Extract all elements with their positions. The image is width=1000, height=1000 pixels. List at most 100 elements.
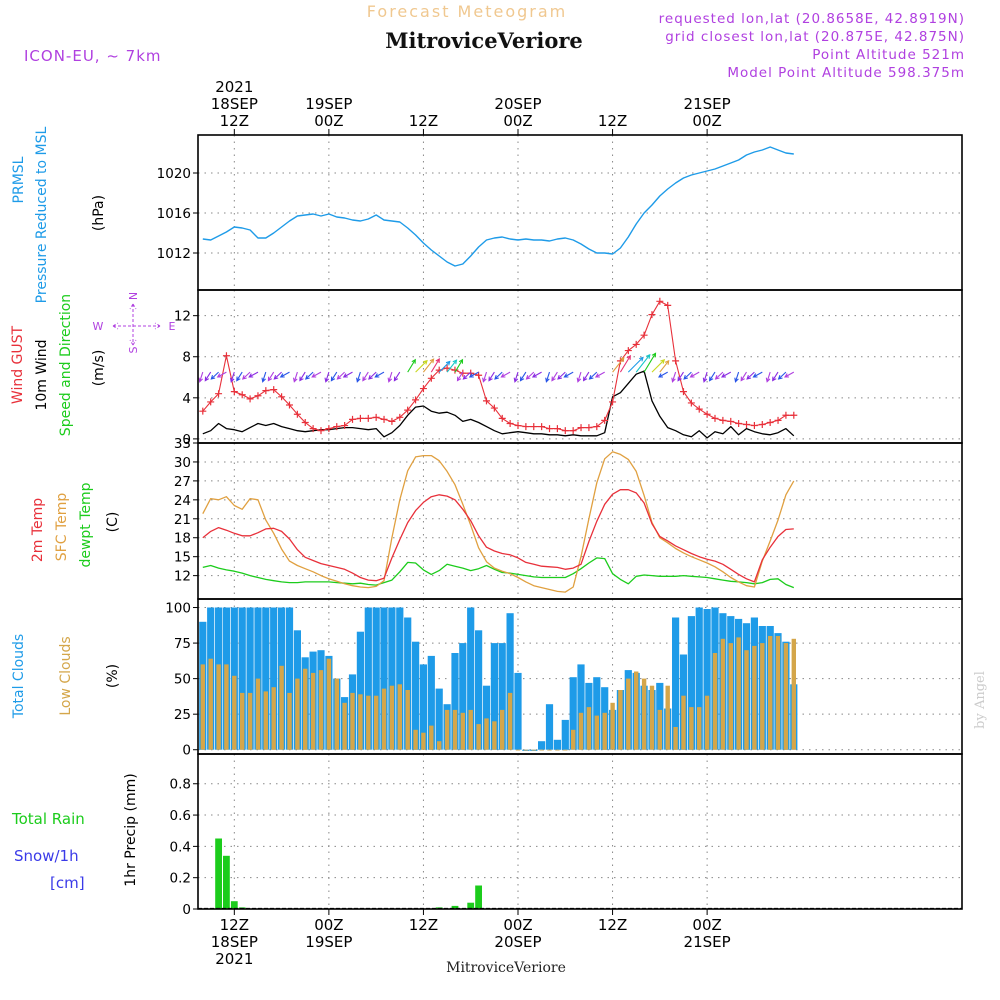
gust-marker [546,425,554,433]
wind-direction-arrow [456,371,464,382]
gust-marker [664,301,672,309]
low-cloud-bar [366,695,371,750]
low-cloud-bar [626,678,631,750]
gust-marker [215,390,223,398]
wind-direction-arrow [594,371,605,378]
total-cloud-bar [238,607,246,750]
gust-marker [522,423,530,431]
x-label-bottom-hour: 00Z [692,916,721,934]
low-cloud-bar [350,692,355,750]
series-dewpt-line [202,557,795,589]
total-cloud-bar [703,609,711,750]
low-cloud-bar [460,712,465,750]
wind-direction-arrow [635,353,651,373]
low-cloud-bar [429,725,434,750]
wind-direction-arrow [446,359,458,373]
y-tick-label: 12 [174,309,191,325]
gust-marker [743,421,751,429]
x-label-bottom-hour: 12Z [598,916,627,934]
low-cloud-bar [334,678,339,750]
wind-direction-arrow [438,360,451,373]
wind-direction-arrow [356,371,361,383]
gust-marker [222,352,230,360]
wind-direction-arrow [643,352,657,373]
wind-direction-arrow [772,371,779,382]
x-label-bottom-date: 20SEP [494,933,541,951]
wind-direction-arrow [677,371,684,382]
gust-marker [356,414,364,422]
wind-direction-arrow [557,371,566,380]
gust-marker [601,416,609,424]
low-cloud-bar [279,665,284,750]
gust-marker [230,388,238,396]
gust-marker [695,405,703,413]
wind-direction-arrow [519,371,527,382]
gust-marker [735,419,743,427]
series-wind-gust-line [202,300,794,432]
wind-direction-arrow [368,371,377,380]
low-cloud-bar [768,636,773,750]
low-cloud-bar [689,707,694,750]
wind-direction-arrow [454,358,464,373]
x-label-top-hour: 12Z [598,112,627,130]
low-cloud-bar [484,718,489,750]
wind-direction-arrow [576,371,582,383]
series-2m-temp-line [202,489,794,583]
total-cloud-bar [506,613,514,750]
wind-direction-arrow [551,371,558,382]
low-cloud-bar [578,712,584,750]
y-tick-label: 24 [174,493,191,509]
gust-marker [672,357,680,365]
rain-bar [230,901,238,909]
wind-direction-arrow [279,371,290,378]
low-cloud-bar [397,684,402,750]
total-cloud-bar [498,643,506,750]
total-cloud-bar [356,631,364,750]
panel-frame-temp [197,442,963,600]
gust-marker [388,417,396,425]
total-cloud-bar [467,607,475,750]
gust-marker [475,371,483,379]
gust-marker [703,410,711,418]
gust-marker [364,414,372,422]
x-label-top-hour: 00Z [503,112,532,130]
gust-marker [278,393,286,401]
ylabel-percent: (%) [105,664,121,688]
gust-marker [498,414,506,422]
wind-direction-arrow [336,371,345,380]
wind-direction-arrow [494,371,503,380]
low-cloud-bar [602,712,607,750]
wind-direction-arrow [204,371,212,382]
wind-direction-arrow [746,371,755,380]
y-tick-label: 0.4 [170,839,191,855]
low-cloud-bar [634,671,639,750]
compass-south: S [127,346,140,353]
total-cloud-bar [364,607,372,750]
ylabel-10m-wind: 10m Wind [34,339,50,410]
gust-marker [262,387,270,395]
wind-direction-arrow [261,371,267,383]
x-label-top-date: 20SEP [494,95,541,113]
x-label-top-hour: 12Z [409,112,438,130]
ylabel-celsius: (C) [105,512,121,533]
total-cloud-bar [396,607,404,750]
gust-marker [404,406,412,414]
gust-marker [325,425,333,433]
low-cloud-bar [476,724,481,750]
low-cloud-bar [720,638,726,750]
wind-direction-arrow [422,358,435,373]
ylabel-hpa: (hPa) [91,195,107,231]
ylabel-2m-temp: 2m Temp [30,498,46,562]
gust-marker [656,297,664,305]
total-cloud-bar [475,630,483,750]
total-cloud-bar [285,607,294,750]
low-cloud-bar [318,670,324,750]
total-cloud-bar [687,616,695,750]
chart-title: MitroviceVeriore [385,28,583,53]
total-cloud-bar [419,664,427,750]
low-cloud-bar [452,709,458,750]
wind-direction-arrow [765,371,771,383]
total-cloud-bar [404,617,412,750]
wind-direction-arrow [387,371,393,383]
